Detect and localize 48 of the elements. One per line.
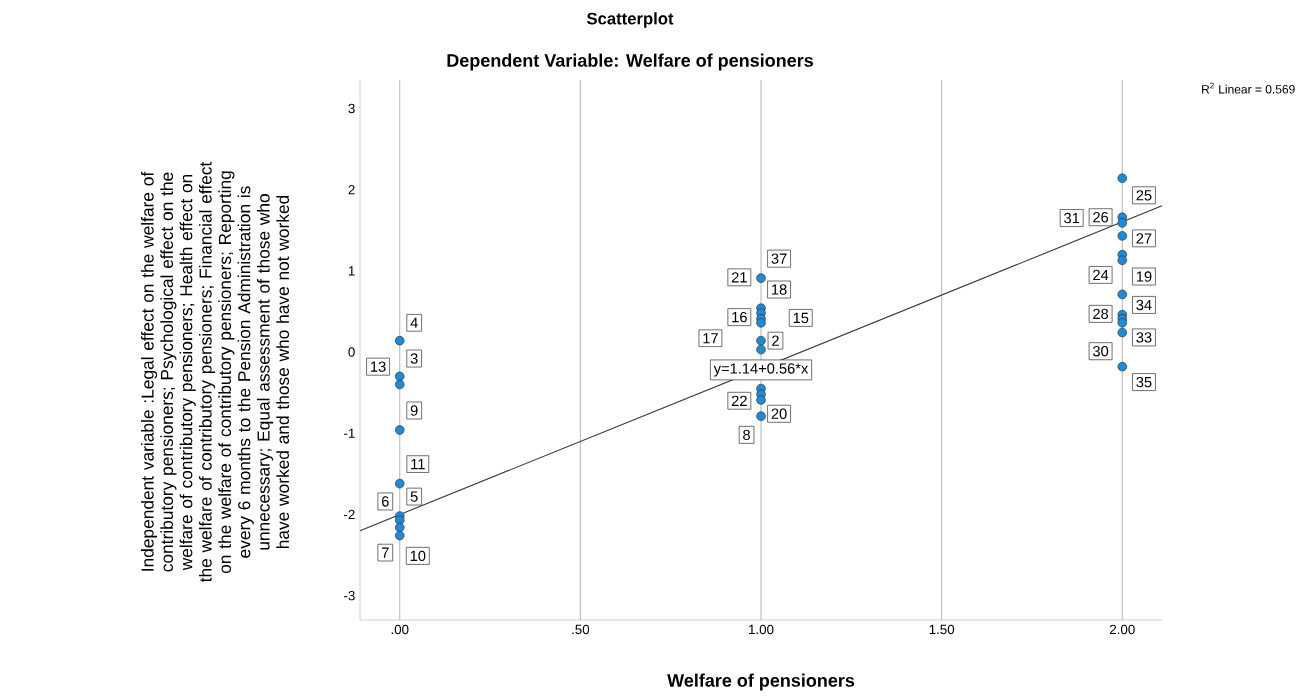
x-tick-label: .00 <box>391 624 409 635</box>
x-tick-label: 1.00 <box>749 624 774 635</box>
annotation: 15 <box>793 312 809 324</box>
annotation: 9 <box>410 405 418 416</box>
text: R$^{2}$ Linear = 0.569 <box>1202 82 1295 94</box>
annotation: 21 <box>731 272 747 283</box>
x-tick-label: .50 <box>572 624 590 635</box>
annotation: 18 <box>772 284 787 295</box>
annotation: 11 <box>411 459 425 470</box>
y-tick-label: 2 <box>348 184 355 195</box>
annotation: 25 <box>1136 190 1152 201</box>
y-tick-label: -3 <box>344 590 355 601</box>
annotation: 10 <box>410 550 426 562</box>
annotation: 17 <box>703 333 718 344</box>
annotation: 28 <box>1093 308 1109 320</box>
annotation: 3 <box>410 353 418 364</box>
annotation: 5 <box>410 491 418 502</box>
chart-subtitle: Dependent Variable: Welfare of pensioners <box>447 53 813 71</box>
annotation: y=1.14+0.56*x <box>713 363 809 377</box>
chart-title: Scatterplot <box>586 12 674 28</box>
annotation: 7 <box>381 547 389 558</box>
x-tick-label: 1.50 <box>929 624 955 635</box>
annotation: 19 <box>1136 271 1152 282</box>
annotation: 13 <box>371 361 386 372</box>
x-tick-label: 2.00 <box>1109 624 1135 635</box>
annotation: 33 <box>1136 332 1152 343</box>
annotation: 35 <box>1136 376 1152 388</box>
annotation: 30 <box>1093 346 1109 357</box>
y-tick-label: 3 <box>348 103 355 114</box>
annotation: 8 <box>743 429 750 441</box>
annotation: 34 <box>1136 299 1152 311</box>
y-axis-title: Independent variable :Legal effect on the welfare of contributory pensioners; Psychological effect on the welfare of contributory pensioners; Health effect on the welfare of contributory pensioners; Financial effect on the welfare of contributory pensioners; Reporting every 6 months to the Pension Administration is unnecessary; Equal assessment of those who have worked and those who have not worked <box>140 161 290 583</box>
annotation: 22 <box>731 395 747 406</box>
annotation: 37 <box>771 253 787 264</box>
annotation: 16 <box>732 311 747 323</box>
annotation: 24 <box>1093 269 1109 281</box>
annotation: 2 <box>772 335 779 346</box>
annotation: 27 <box>1136 233 1152 244</box>
annotation: 20 <box>771 408 787 419</box>
y-tick-label: 1 <box>348 266 355 276</box>
annotation: 6 <box>381 496 389 507</box>
annotation: 26 <box>1093 212 1109 223</box>
y-tick-label: -2 <box>344 509 355 520</box>
y-tick-label: 0 <box>348 347 355 357</box>
annotation: 31 <box>1064 212 1080 224</box>
y-tick-label: -1 <box>344 428 355 438</box>
annotation: 4 <box>410 317 418 328</box>
x-axis-title: Welfare of pensioners <box>667 673 855 691</box>
